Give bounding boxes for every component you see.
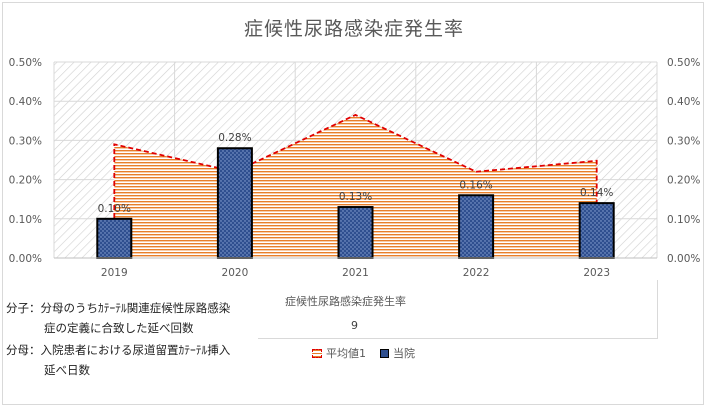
legend-swatch-hospital — [380, 348, 389, 358]
legend-label-average: 平均値1 — [326, 347, 366, 360]
bar-hospital — [216, 147, 253, 260]
bar-hospital — [578, 202, 615, 259]
y-tick-label-right: 0.00% — [667, 253, 700, 265]
numerator-line-1: 分子：分母のうちｶﾃｰﾃﾙ関連症候性尿路感染 — [6, 301, 231, 315]
y-tick-label-left: 0.00% — [9, 253, 42, 265]
numerator-note: 分子：分母のうちｶﾃｰﾃﾙ関連症候性尿路感染 症の定義に合致した延べ回数 — [6, 298, 231, 338]
denominator-note: 分母：入院患者における尿道留置ｶﾃｰﾃﾙ挿入 延べ日数 — [6, 340, 231, 380]
chart-title: 症候性尿路感染症発生率 — [243, 18, 464, 40]
x-tick-label: 2019 — [101, 267, 128, 279]
legend-item-hospital: 当院 — [380, 345, 415, 361]
x-tick-label: 2023 — [583, 267, 610, 279]
y-tick-label-left: 0.30% — [9, 135, 42, 147]
table-row-label: 症候性尿路感染症発生率 — [285, 295, 406, 308]
x-tick-label: 2021 — [342, 267, 369, 279]
average-line — [113, 113, 598, 258]
data-label: 0.14% — [580, 187, 613, 199]
chart-frame — [2, 2, 704, 405]
table-divider-vertical — [657, 280, 658, 338]
legend-label-hospital: 当院 — [393, 347, 415, 360]
bar-hospital — [96, 217, 133, 260]
y-tick-label-right: 0.20% — [667, 175, 700, 187]
legend-item-average: 平均値1 — [312, 345, 366, 361]
y-tick-label-left: 0.50% — [9, 57, 42, 69]
table-divider — [258, 338, 658, 339]
legend-swatch-average — [312, 348, 322, 358]
denominator-line-1: 分母：入院患者における尿道留置ｶﾃｰﾃﾙ挿入 — [6, 343, 231, 357]
y-tick-label-right: 0.30% — [667, 135, 700, 147]
data-label: 0.10% — [98, 203, 131, 215]
y-tick-label-left: 0.40% — [9, 96, 42, 108]
legend: 平均値1 当院 — [312, 345, 415, 361]
x-tick-label: 2020 — [222, 267, 249, 279]
denominator-line-2: 延べ日数 — [44, 363, 90, 377]
y-tick-label-right: 0.10% — [667, 214, 700, 226]
data-label: 0.16% — [459, 179, 492, 191]
bar-hospital — [337, 206, 374, 259]
numerator-line-2: 症の定義に合致した延べ回数 — [44, 321, 194, 335]
y-tick-label-right: 0.40% — [667, 96, 700, 108]
table-value: 9 — [351, 319, 358, 332]
y-tick-label-right: 0.50% — [667, 57, 700, 69]
data-label: 0.28% — [218, 132, 251, 144]
data-label: 0.13% — [339, 191, 372, 203]
bar-hospital — [458, 194, 495, 259]
y-tick-label-left: 0.20% — [9, 175, 42, 187]
y-tick-label-left: 0.10% — [9, 214, 42, 226]
x-tick-label: 2022 — [463, 267, 490, 279]
